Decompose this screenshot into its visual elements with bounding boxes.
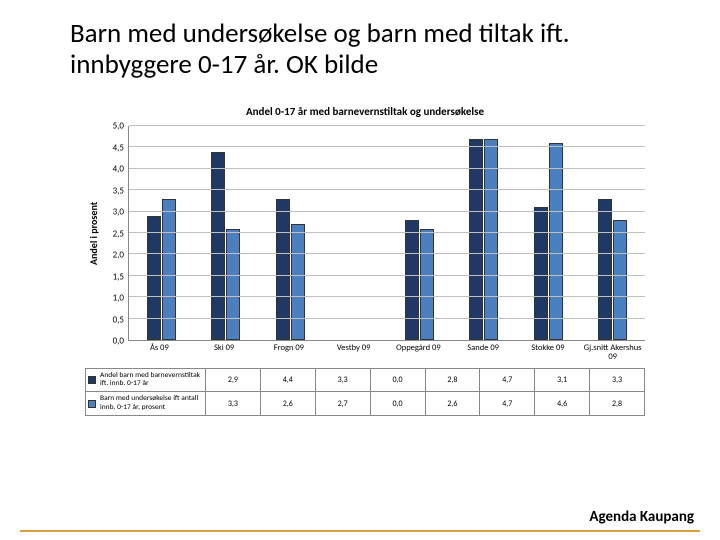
table-row: Barn med undersøkelse ift antall innb. 0… (86, 392, 645, 416)
grid-line (129, 318, 645, 319)
grid-line (129, 253, 645, 254)
bar (613, 220, 627, 340)
table-row: Andel barn med barnevernstiltak ift. inn… (86, 368, 645, 392)
grid-line (129, 146, 645, 147)
bar (226, 229, 240, 340)
bar (276, 199, 290, 340)
plot (128, 126, 645, 341)
bar-group (452, 126, 517, 340)
x-label: Oppegård 09 (386, 341, 451, 362)
legend-label: Andel barn med barnevernstiltak ift. inn… (86, 368, 206, 392)
y-axis-label: Andel i prosent (85, 126, 100, 341)
bar-group (194, 126, 259, 340)
table-cell: 2,8 (425, 368, 480, 392)
y-tick: 5,0 (113, 121, 124, 132)
x-label: Stokke 09 (516, 341, 581, 362)
bar (484, 139, 498, 340)
grid-line (129, 189, 645, 190)
y-tick: 1,0 (113, 293, 124, 304)
y-tick: 0,0 (113, 336, 124, 347)
y-tick: 4,0 (113, 164, 124, 175)
table-cell: 4,6 (535, 392, 590, 416)
table-cell: 3,3 (206, 392, 261, 416)
footer-divider (20, 530, 700, 532)
bar-group (581, 126, 646, 340)
chart-container: Andel 0-17 år med barnevernstiltak og un… (85, 105, 645, 485)
table-cell: 0,0 (370, 368, 425, 392)
bar-group (258, 126, 323, 340)
bar (534, 207, 548, 340)
legend-label: Barn med undersøkelse ift antall innb. 0… (86, 392, 206, 416)
table-cell: 2,8 (590, 392, 645, 416)
bar (549, 143, 563, 340)
x-label: Frogn 09 (257, 341, 322, 362)
grid-line (129, 168, 645, 169)
table-cell: 4,4 (260, 368, 315, 392)
bar (598, 199, 612, 340)
y-tick: 2,0 (113, 250, 124, 261)
bar-group (323, 126, 388, 340)
bar (147, 216, 161, 340)
slide-title: Barn med undersøkelse og barn med tiltak… (70, 18, 650, 80)
bar (469, 139, 483, 340)
y-tick: 2,5 (113, 228, 124, 239)
bar (291, 224, 305, 340)
bar-group (516, 126, 581, 340)
chart-title: Andel 0-17 år med barnevernstiltak og un… (85, 105, 645, 118)
table-cell: 0,0 (370, 392, 425, 416)
grid-line (129, 232, 645, 233)
table-cell: 4,7 (480, 392, 535, 416)
grid-line (129, 211, 645, 212)
legend-swatch (88, 400, 96, 408)
x-label: Sande 09 (451, 341, 516, 362)
x-label: Ås 09 (127, 341, 192, 362)
y-tick: 0,5 (113, 314, 124, 325)
bars-container (129, 126, 645, 340)
table-cell: 2,7 (315, 392, 370, 416)
grid-line (129, 296, 645, 297)
table-cell: 4,7 (480, 368, 535, 392)
plot-area: Andel i prosent 0,00,51,01,52,02,53,03,5… (85, 126, 645, 341)
x-axis: Ås 09Ski 09Frogn 09Vestby 09Oppegård 09S… (127, 341, 645, 362)
y-tick: 3,5 (113, 185, 124, 196)
grid-line (129, 125, 645, 126)
table-cell: 3,1 (535, 368, 590, 392)
x-label: Vestby 09 (321, 341, 386, 362)
bar (405, 220, 419, 340)
bar-group (387, 126, 452, 340)
x-label: Ski 09 (192, 341, 257, 362)
bar (420, 229, 434, 340)
bar (162, 199, 176, 340)
bar (211, 152, 225, 340)
y-tick: 4,5 (113, 142, 124, 153)
data-table: Andel barn med barnevernstiltak ift. inn… (85, 368, 645, 416)
y-axis: 0,00,51,01,52,02,53,03,54,04,55,0 (100, 126, 128, 341)
y-tick: 1,5 (113, 271, 124, 282)
footer-brand: Agenda Kaupang (589, 508, 694, 526)
legend-swatch (88, 376, 96, 384)
bar-group (129, 126, 194, 340)
grid-line (129, 275, 645, 276)
table-cell: 2,9 (206, 368, 261, 392)
y-tick: 3,0 (113, 207, 124, 218)
table-cell: 3,3 (315, 368, 370, 392)
table-cell: 3,3 (590, 368, 645, 392)
table-cell: 2,6 (260, 392, 315, 416)
x-label: Gj.snitt Akershus 09 (580, 341, 645, 362)
table-cell: 2,6 (425, 392, 480, 416)
